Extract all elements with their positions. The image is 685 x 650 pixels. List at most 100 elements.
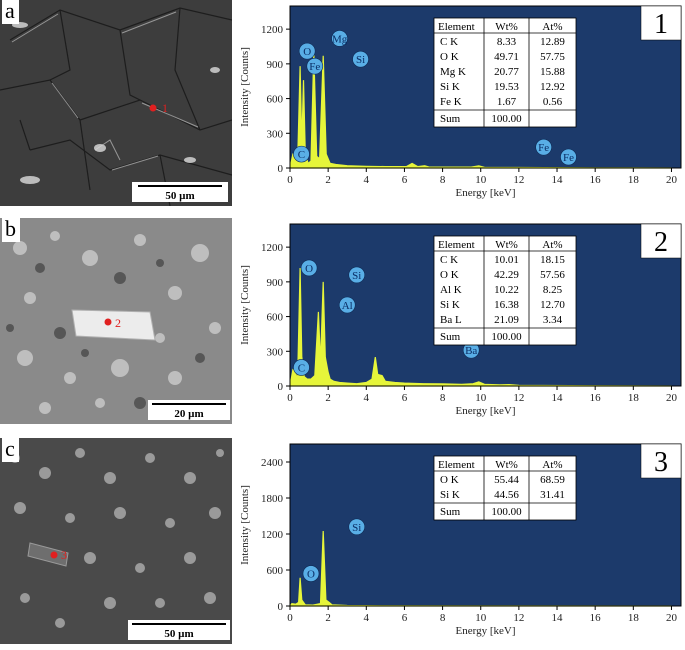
table-cell: 21.09	[494, 314, 519, 326]
x-tick-label: 18	[628, 174, 640, 186]
table-cell: Mg K	[440, 66, 466, 78]
panel-letter-a: a	[2, 0, 19, 24]
x-tick-label: 14	[552, 174, 564, 186]
y-tick-label: 1200	[261, 529, 284, 541]
peak-label: Mg	[331, 30, 348, 47]
table-cell: 0.56	[543, 96, 563, 108]
table-header: Wt%	[495, 21, 518, 33]
peak-label-circle	[331, 30, 348, 47]
peak-label-text: Si	[352, 270, 361, 282]
table-cell: 31.41	[540, 489, 565, 501]
peak-label-circle	[348, 518, 366, 536]
composition-table: Element Wt% At% C K 8.33 12.89 O K 49.71 57.75 Mg…	[433, 17, 577, 128]
x-tick-label: 6	[402, 392, 408, 404]
peak-label: O	[300, 259, 318, 277]
x-axis-label: Energy [keV]	[456, 625, 516, 637]
peak-label-text: Si	[352, 522, 361, 534]
table-cell: Si K	[440, 489, 460, 501]
x-tick-label: 14	[552, 612, 564, 624]
spectrum-number-bg	[640, 443, 682, 479]
table-cell: 10.01	[494, 254, 519, 266]
peak-label: O	[298, 42, 316, 60]
x-tick-label: 16	[590, 392, 602, 404]
table-sum-cell: Sum	[440, 331, 461, 343]
table-cell: Fe K	[440, 96, 462, 108]
figure-row-c: 3 50 µm c 0 2 4 6 8 10 12 14 16 18 20 0 600 1200 1800 2…	[0, 438, 685, 650]
panel-letter-c: c	[2, 438, 19, 462]
table-cell: 8.33	[497, 36, 517, 48]
peak-label-text: Si	[356, 54, 365, 66]
peak-label-text: Ba	[465, 345, 477, 357]
y-tick-label: 0	[278, 163, 284, 175]
sem-image-c: 3 50 µm c	[0, 438, 232, 644]
y-tick-label: 900	[267, 277, 284, 289]
peak-label-circle	[535, 138, 552, 156]
sem-micrograph-b: 2 20 µm	[0, 218, 232, 424]
table-cell: Si K	[440, 299, 460, 311]
y-tick-label: 1800	[261, 493, 284, 505]
table-header: Element	[438, 21, 475, 33]
table-cell: 10.22	[494, 284, 519, 296]
table-sum-cell: 100.00	[491, 506, 522, 518]
figure-row-a: 1 50 µm a 0 2 4 6 8 10 12 14 16 18 20 0 300 600 900 120…	[0, 0, 685, 210]
peak-label-circle	[302, 565, 320, 582]
y-tick-label: 600	[267, 312, 284, 324]
scale-bar-b: 20 µm	[148, 400, 230, 420]
sem-image-a: 1 50 µm a	[0, 0, 232, 206]
table-cell: 19.53	[494, 81, 519, 93]
table-cell: 44.56	[494, 489, 519, 501]
peak-label-text: Fe	[563, 152, 574, 164]
table-cell: 12.92	[540, 81, 565, 93]
spectrum-trace	[289, 52, 672, 169]
x-tick-label: 2	[325, 174, 331, 186]
spectrum-number: 2	[654, 227, 668, 258]
spectrum-number-box: 3	[640, 443, 682, 479]
table-cell: Al K	[440, 284, 462, 296]
peak-label: Fe	[535, 138, 552, 156]
table-cell: 3.34	[543, 314, 563, 326]
crystal-c	[27, 542, 69, 567]
peak-label-circle	[306, 57, 324, 75]
x-tick-label: 2	[325, 612, 331, 624]
figure-row-b: 2 20 µm b 0 2 4 6 8 10 12 14 16 18 20 0 300 600 900 120…	[0, 218, 685, 430]
peak-label-circle	[560, 148, 577, 166]
table-cell: 68.59	[540, 474, 565, 486]
x-tick-label: 12	[513, 392, 524, 404]
x-tick-label: 8	[440, 174, 446, 186]
spectrum-number: 3	[654, 447, 668, 478]
spot-marker-a: 1	[149, 101, 168, 115]
peak-label-text: Al	[342, 300, 353, 312]
peak-label: Fe	[560, 148, 577, 166]
y-tick-label: 600	[267, 94, 284, 106]
x-tick-label: 4	[364, 174, 370, 186]
table-sum-cell: 100.00	[491, 331, 522, 343]
plot-frame	[289, 5, 682, 169]
table-sum-cell: Sum	[440, 506, 461, 518]
y-tick-label: 300	[267, 346, 284, 358]
table-bg	[433, 17, 577, 128]
peak-label-circle	[298, 42, 316, 60]
x-tick-label: 20	[666, 174, 678, 186]
table-cell: 1.67	[497, 96, 517, 108]
table-cell: O K	[440, 269, 459, 281]
spectrum-number-bg	[640, 5, 682, 41]
composition-table: Element Wt% At% O K 55.44 68.59 Si K 44.56 31.41…	[433, 455, 577, 521]
peak-label: Si	[352, 50, 369, 68]
x-tick-label: 18	[628, 392, 640, 404]
table-cell: Si K	[440, 81, 460, 93]
x-tick-label: 0	[287, 392, 293, 404]
sem-micrograph-c: 3 50 µm	[0, 438, 232, 644]
panel-letter-b: b	[2, 218, 20, 242]
x-tick-label: 20	[666, 392, 678, 404]
table-cell: 49.71	[494, 51, 519, 63]
x-tick-label: 0	[287, 612, 293, 624]
y-tick-label: 0	[278, 601, 284, 613]
table-cell: 42.29	[494, 269, 519, 281]
y-axis-label: Intensity [Counts]	[239, 485, 251, 565]
eds-spectrum-svg-b: 0 2 4 6 8 10 12 14 16 18 20 0 300 600 900 1200 Energy [k…	[239, 223, 682, 417]
x-axis-label: Energy [keV]	[456, 187, 516, 199]
y-tick-label: 300	[267, 128, 284, 140]
peak-label-text: O	[305, 263, 313, 275]
x-tick-label: 6	[402, 612, 408, 624]
svg-text:50 µm: 50 µm	[165, 190, 194, 202]
